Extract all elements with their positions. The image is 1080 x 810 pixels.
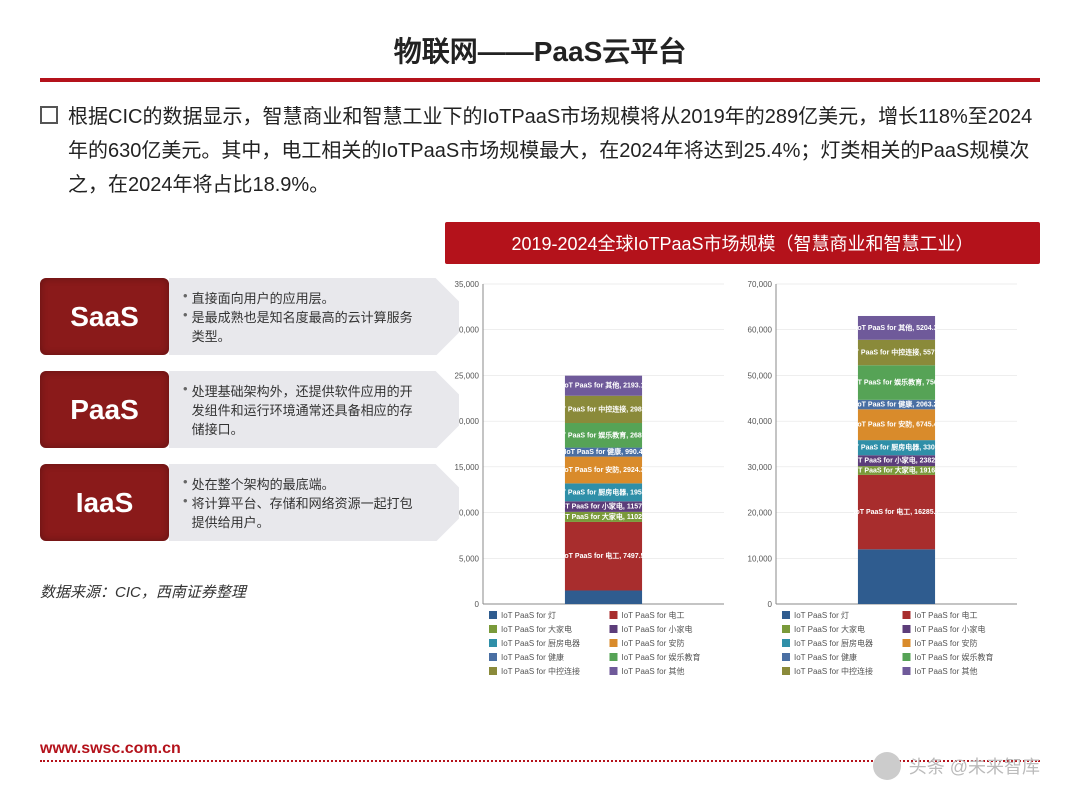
svg-text:IoT PaaS for 健康, 2063.2: IoT PaaS for 健康, 2063.2 [855, 400, 937, 409]
stack-desc: •处在整个架构的最底端。•将计算平台、存储和网络资源一起打包提供给用户。 [169, 464, 435, 541]
svg-text:IoT PaaS for 电工: IoT PaaS for 电工 [622, 610, 685, 620]
svg-text:IoT PaaS for 大家电: IoT PaaS for 大家电 [501, 624, 572, 634]
svg-text:0: 0 [475, 600, 480, 609]
svg-text:40,000: 40,000 [748, 417, 773, 426]
svg-text:IoT PaaS for 灯: IoT PaaS for 灯 [501, 610, 556, 620]
svg-text:IoT PaaS for 电工, 7497.5: IoT PaaS for 电工, 7497.5 [562, 551, 644, 560]
charts-row: 05,00010,00015,00020,00025,00030,00035,0… [445, 276, 1040, 706]
svg-text:IoT PaaS for 其他, 5204.3: IoT PaaS for 其他, 5204.3 [855, 323, 937, 332]
right-column: 2019-2024全球IoTPaaS市场规模（智慧商业和智慧工业） 0 5,000… [445, 222, 1040, 706]
svg-text:IoT PaaS for 中控连接: IoT PaaS for 中控连接 [794, 666, 873, 676]
svg-text:IoT PaaS for 安防: IoT PaaS for 安防 [622, 638, 685, 648]
footer-url: www.swsc.com.cn [40, 740, 181, 758]
svg-text:50,000: 50,000 [748, 371, 773, 380]
svg-text:IoT PaaS for 厨房电器, 3305.8: IoT PaaS for 厨房电器, 3305.8 [848, 443, 944, 452]
svg-text:IoT PaaS for 娱乐教育, 7567: IoT PaaS for 娱乐教育, 7567 [851, 378, 941, 387]
stack-label: IaaS [40, 464, 169, 541]
svg-text:60,000: 60,000 [748, 326, 773, 335]
svg-text:IoT PaaS for 小家电: IoT PaaS for 小家电 [622, 624, 693, 634]
svg-text:IoT PaaS for 灯: IoT PaaS for 灯 [794, 610, 849, 620]
chart-2024: 0 10,000 20,000 30,000 40,000 50,000 60,000 70,… [738, 276, 1023, 706]
chart-banner: 2019-2024全球IoTPaaS市场规模（智慧商业和智慧工业） [445, 222, 1040, 264]
data-source: 数据来源：CIC，西南证券整理 [40, 581, 435, 602]
bullet-row: 根据CIC的数据显示，智慧商业和智慧工业下的IoTPaaS市场规模将从2019年… [40, 100, 1040, 202]
svg-text:IoT PaaS for 娱乐教育: IoT PaaS for 娱乐教育 [622, 652, 701, 662]
svg-text:IoT PaaS for 大家电: IoT PaaS for 大家电 [794, 624, 865, 634]
svg-text:IoT PaaS for 中控连接, 2983.6: IoT PaaS for 中控连接, 2983.6 [555, 404, 651, 413]
svg-text:IoT PaaS for 小家电, 1157.8: IoT PaaS for 小家电, 1157.8 [559, 502, 648, 511]
stack-diagram: SaaS•直接面向用户的应用层。•是最成熟也是知名度最高的云计算服务类型。Paa… [40, 278, 435, 541]
svg-text:IoT PaaS for 小家电: IoT PaaS for 小家电 [915, 624, 986, 634]
svg-text:IoT PaaS for 安防, 2924.3: IoT PaaS for 安防, 2924.3 [562, 465, 644, 474]
watermark-text: 头条 @未来智库 [909, 753, 1040, 779]
svg-text:IoT PaaS for 安防: IoT PaaS for 安防 [915, 638, 978, 648]
svg-text:IoT PaaS for 健康: IoT PaaS for 健康 [794, 652, 857, 662]
svg-text:IoT PaaS for 其他, 2193.1: IoT PaaS for 其他, 2193.1 [562, 381, 644, 390]
watermark-icon [873, 752, 901, 780]
svg-text:IoT PaaS for 健康: IoT PaaS for 健康 [501, 652, 564, 662]
svg-text:IoT PaaS for 中控连接, 5575.8: IoT PaaS for 中控连接, 5575.8 [848, 348, 944, 357]
svg-text:IoT PaaS for 中控连接: IoT PaaS for 中控连接 [501, 666, 580, 676]
svg-text:IoT PaaS for 电工: IoT PaaS for 电工 [915, 610, 978, 620]
svg-text:0: 0 [768, 600, 773, 609]
stack-item-paas: PaaS•处理基础架构外，还提供软件应用的开发组件和运行环境通常还具备相应的存储… [40, 371, 435, 448]
svg-text:IoT PaaS for 小家电, 2382.2: IoT PaaS for 小家电, 2382.2 [852, 456, 941, 465]
svg-text:IoT PaaS for 厨房电器: IoT PaaS for 厨房电器 [501, 638, 580, 648]
svg-text:IoT PaaS for 安防, 6745.4: IoT PaaS for 安防, 6745.4 [855, 420, 937, 429]
svg-text:IoT PaaS for 厨房电器, 1958.9: IoT PaaS for 厨房电器, 1958.9 [555, 487, 651, 496]
stack-label: SaaS [40, 278, 169, 355]
svg-text:IoT PaaS for 大家电, 1102.0: IoT PaaS for 大家电, 1102.0 [559, 512, 648, 521]
stack-item-iaas: IaaS•处在整个架构的最底端。•将计算平台、存储和网络资源一起打包提供给用户。 [40, 464, 435, 541]
bullet-icon [40, 106, 58, 124]
svg-text:70,000: 70,000 [748, 280, 773, 289]
stack-desc: •处理基础架构外，还提供软件应用的开发组件和运行环境通常还具备相应的存储接口。 [169, 371, 435, 448]
slide: 物联网——PaaS云平台 根据CIC的数据显示，智慧商业和智慧工业下的IoTPa… [0, 0, 1080, 810]
stack-desc: •直接面向用户的应用层。•是最成熟也是知名度最高的云计算服务类型。 [169, 278, 435, 355]
svg-text:20,000: 20,000 [748, 509, 773, 518]
stack-item-saas: SaaS•直接面向用户的应用层。•是最成熟也是知名度最高的云计算服务类型。 [40, 278, 435, 355]
svg-text:IoT PaaS for 其他: IoT PaaS for 其他 [915, 666, 978, 676]
svg-text:10,000: 10,000 [748, 554, 773, 563]
svg-text:IoT PaaS for 健康, 990.4: IoT PaaS for 健康, 990.4 [564, 447, 642, 456]
svg-text:30,000: 30,000 [748, 463, 773, 472]
svg-text:IoT PaaS for 娱乐教育, 2687.3: IoT PaaS for 娱乐教育, 2687.3 [555, 430, 651, 439]
chart-2019: 05,00010,00015,00020,00025,00030,00035,0… [445, 276, 730, 706]
page-title: 物联网——PaaS云平台 [40, 30, 1040, 70]
left-column: SaaS•直接面向用户的应用层。•是最成熟也是知名度最高的云计算服务类型。Paa… [40, 222, 435, 706]
svg-text:IoT PaaS for 大家电, 1916.3: IoT PaaS for 大家电, 1916.3 [852, 466, 941, 475]
watermark: 头条 @未来智库 [873, 752, 1040, 780]
svg-text:IoT PaaS for 其他: IoT PaaS for 其他 [622, 666, 685, 676]
content-row: SaaS•直接面向用户的应用层。•是最成熟也是知名度最高的云计算服务类型。Paa… [40, 222, 1040, 706]
svg-text:IoT PaaS for 电工, 16285.7: IoT PaaS for 电工, 16285.7 [854, 507, 940, 516]
bullet-text: 根据CIC的数据显示，智慧商业和智慧工业下的IoTPaaS市场规模将从2019年… [68, 100, 1040, 202]
stack-label: PaaS [40, 371, 169, 448]
svg-text:IoT PaaS for 厨房电器: IoT PaaS for 厨房电器 [794, 638, 873, 648]
title-rule [40, 78, 1040, 82]
svg-text:IoT PaaS for 娱乐教育: IoT PaaS for 娱乐教育 [915, 652, 994, 662]
svg-text:5,000: 5,000 [459, 554, 480, 563]
